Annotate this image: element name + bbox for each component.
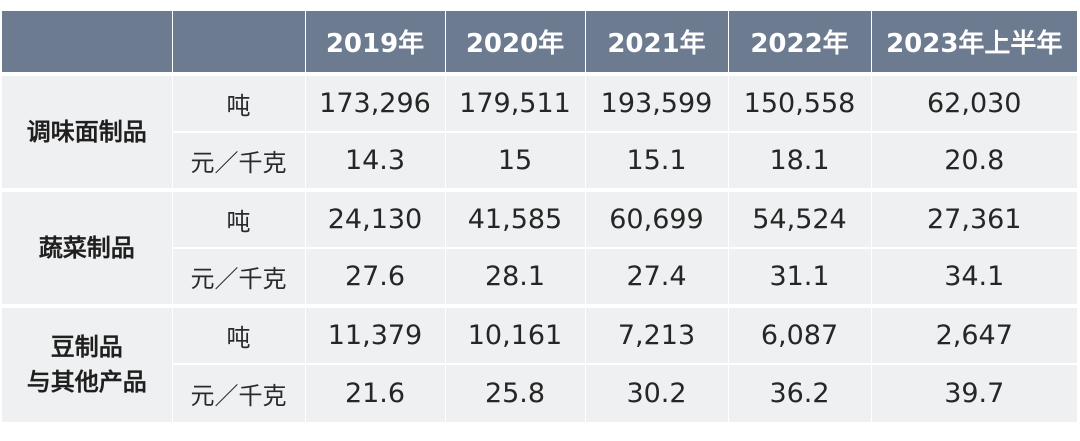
table-row: 豆制品 与其他产品 吨 11,379 10,161 7,213 6,087 2,… bbox=[2, 304, 1077, 422]
value-cell: 10,161 bbox=[444, 304, 585, 364]
value-cell: 25.8 bbox=[444, 363, 585, 422]
table-row: 元／千克 21.6 25.8 30.2 36.2 39.7 bbox=[2, 363, 1077, 422]
value-cell: 27.6 bbox=[304, 247, 445, 306]
header-row: 2019年 2020年 2021年 2022年 2023年上半年 bbox=[2, 11, 1077, 74]
category-cell: 调味面制品 bbox=[2, 72, 172, 190]
value-cell: 30.2 bbox=[584, 363, 728, 422]
value-cell: 14.3 bbox=[304, 131, 445, 190]
data-table: 2019年 2020年 2021年 2022年 2023年上半年 调味面制品 吨… bbox=[2, 11, 1077, 422]
header-cell-2023h1: 2023年上半年 bbox=[870, 11, 1077, 74]
header-cell-category bbox=[2, 11, 172, 74]
value-cell: 39.7 bbox=[870, 363, 1077, 422]
value-cell: 21.6 bbox=[304, 363, 445, 422]
unit-cell: 吨 bbox=[171, 188, 305, 248]
header-cell-2021: 2021年 bbox=[584, 11, 728, 74]
unit-cell: 吨 bbox=[171, 304, 305, 364]
value-cell: 18.1 bbox=[727, 131, 871, 190]
category-label-line-1: 豆制品 bbox=[50, 333, 123, 362]
value-cell: 179,511 bbox=[444, 72, 585, 132]
unit-cell: 吨 bbox=[171, 72, 305, 132]
value-cell: 62,030 bbox=[870, 72, 1077, 132]
header-cell-2020: 2020年 bbox=[444, 11, 585, 74]
value-cell: 60,699 bbox=[584, 188, 728, 248]
value-cell: 11,379 bbox=[304, 304, 445, 364]
value-cell: 24,130 bbox=[304, 188, 445, 248]
value-cell: 27,361 bbox=[870, 188, 1077, 248]
header-cell-2019: 2019年 bbox=[304, 11, 445, 74]
table-row: 调味面制品 吨 173,296 179,511 193,599 150,558 … bbox=[2, 72, 1077, 190]
table-row: 蔬菜制品 吨 24,130 41,585 60,699 54,524 27,36… bbox=[2, 188, 1077, 306]
value-cell: 6,087 bbox=[727, 304, 871, 364]
value-cell: 41,585 bbox=[444, 188, 585, 248]
value-cell: 36.2 bbox=[727, 363, 871, 422]
value-cell: 34.1 bbox=[870, 247, 1077, 306]
table-row: 元／千克 14.3 15 15.1 18.1 20.8 bbox=[2, 131, 1077, 190]
value-cell: 20.8 bbox=[870, 131, 1077, 190]
table-row: 元／千克 27.6 28.1 27.4 31.1 34.1 bbox=[2, 247, 1077, 306]
value-cell: 7,213 bbox=[584, 304, 728, 364]
unit-cell: 元／千克 bbox=[171, 131, 305, 190]
category-cell: 蔬菜制品 bbox=[2, 188, 172, 306]
value-cell: 27.4 bbox=[584, 247, 728, 306]
value-cell: 31.1 bbox=[727, 247, 871, 306]
value-cell: 2,647 bbox=[870, 304, 1077, 364]
value-cell: 28.1 bbox=[444, 247, 585, 306]
value-cell: 173,296 bbox=[304, 72, 445, 132]
unit-cell: 元／千克 bbox=[171, 247, 305, 306]
value-cell: 150,558 bbox=[727, 72, 871, 132]
category-label: 调味面制品 bbox=[26, 117, 147, 146]
value-cell: 15 bbox=[444, 131, 585, 190]
header-cell-unit bbox=[171, 11, 305, 74]
unit-cell: 元／千克 bbox=[171, 363, 305, 422]
category-cell: 豆制品 与其他产品 bbox=[2, 304, 172, 422]
category-label-line-2: 与其他产品 bbox=[26, 368, 147, 396]
value-cell: 193,599 bbox=[584, 72, 728, 132]
value-cell: 15.1 bbox=[584, 131, 728, 190]
category-label: 蔬菜制品 bbox=[38, 233, 135, 262]
value-cell: 54,524 bbox=[727, 188, 871, 248]
header-cell-2022: 2022年 bbox=[727, 11, 871, 74]
